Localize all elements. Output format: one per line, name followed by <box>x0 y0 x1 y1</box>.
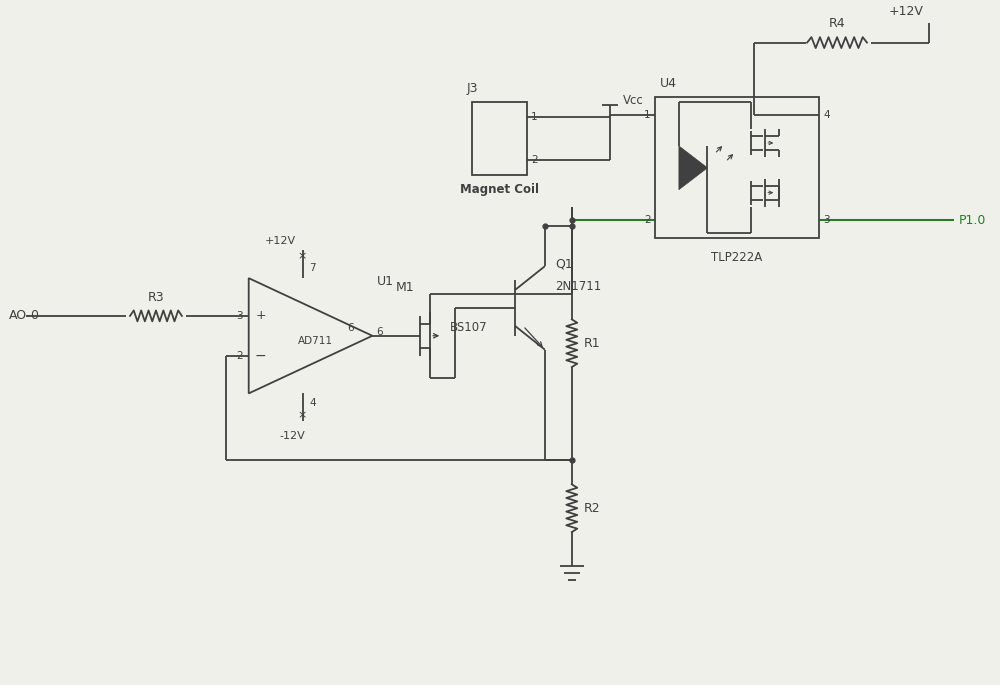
Text: 2: 2 <box>236 351 243 360</box>
Text: TLP222A: TLP222A <box>711 251 762 264</box>
Polygon shape <box>679 146 707 190</box>
Bar <box>472 102 527 175</box>
Text: U1: U1 <box>377 275 394 288</box>
Text: -12V: -12V <box>280 431 305 441</box>
Text: Magnet Coil: Magnet Coil <box>460 183 539 196</box>
Bar <box>655 97 819 238</box>
Text: 1: 1 <box>531 112 538 122</box>
Text: 6: 6 <box>347 323 354 333</box>
Text: R1: R1 <box>584 337 600 350</box>
Text: Q1: Q1 <box>555 257 573 270</box>
Text: J3: J3 <box>467 82 479 95</box>
Text: −: − <box>255 349 266 362</box>
Text: Vcc: Vcc <box>623 94 643 107</box>
Text: R3: R3 <box>148 291 164 304</box>
Text: 1: 1 <box>644 110 651 120</box>
Text: 2: 2 <box>644 216 651 225</box>
Text: P1.0: P1.0 <box>959 214 986 227</box>
Text: R2: R2 <box>584 501 600 514</box>
Text: 2: 2 <box>531 155 538 165</box>
Text: AO-0: AO-0 <box>9 310 40 323</box>
Text: 3: 3 <box>823 216 830 225</box>
Text: BS107: BS107 <box>450 321 488 334</box>
Text: R4: R4 <box>829 16 845 29</box>
Text: AD711: AD711 <box>298 336 333 346</box>
Text: +12V: +12V <box>265 236 296 247</box>
Text: U4: U4 <box>660 77 677 90</box>
Text: ×: × <box>298 251 307 261</box>
Text: +12V: +12V <box>888 5 923 18</box>
Text: 4: 4 <box>823 110 830 120</box>
Text: 2N1711: 2N1711 <box>555 279 601 292</box>
Text: M1: M1 <box>396 281 415 294</box>
Text: 7: 7 <box>310 263 316 273</box>
Text: 3: 3 <box>236 311 243 321</box>
Text: 4: 4 <box>310 399 316 408</box>
Text: 6: 6 <box>376 327 383 337</box>
Text: +: + <box>255 310 266 323</box>
Text: ×: × <box>298 410 307 421</box>
